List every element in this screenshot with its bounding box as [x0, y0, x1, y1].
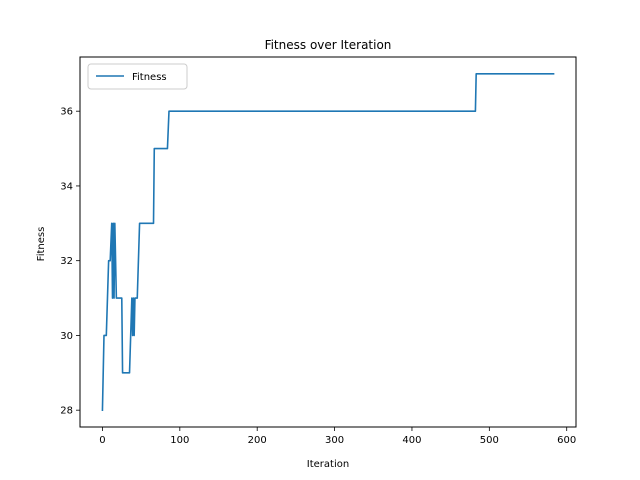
- y-tick-label: 30: [60, 331, 73, 342]
- y-tick-label: 34: [60, 181, 73, 192]
- chart-title: Fitness over Iteration: [265, 38, 392, 52]
- x-tick-label: 400: [402, 435, 421, 446]
- axes-frame: [79, 56, 577, 428]
- x-tick-label: 300: [325, 435, 344, 446]
- y-axis-ticks: 28 30 32 34 36: [60, 107, 80, 417]
- x-tick-label: 200: [248, 435, 267, 446]
- legend-box: [87, 63, 188, 90]
- y-tick-label: 28: [60, 406, 73, 417]
- legend: Fitness: [87, 63, 188, 90]
- y-tick-label: 32: [60, 256, 73, 267]
- y-tick-label: 36: [60, 107, 73, 118]
- x-axis-ticks: 0 100 200 300 400 500 600: [99, 427, 576, 446]
- series-layer: [101, 73, 555, 411]
- y-axis-label: Fitness: [36, 227, 47, 262]
- x-axis-label: Iteration: [307, 459, 349, 470]
- x-tick-label: 500: [480, 435, 499, 446]
- x-tick-label: 100: [170, 435, 189, 446]
- legend-label-fitness: Fitness: [132, 72, 167, 83]
- x-tick-label: 600: [557, 435, 576, 446]
- x-tick-label: 0: [99, 435, 105, 446]
- series-line-fitness: [101, 73, 555, 411]
